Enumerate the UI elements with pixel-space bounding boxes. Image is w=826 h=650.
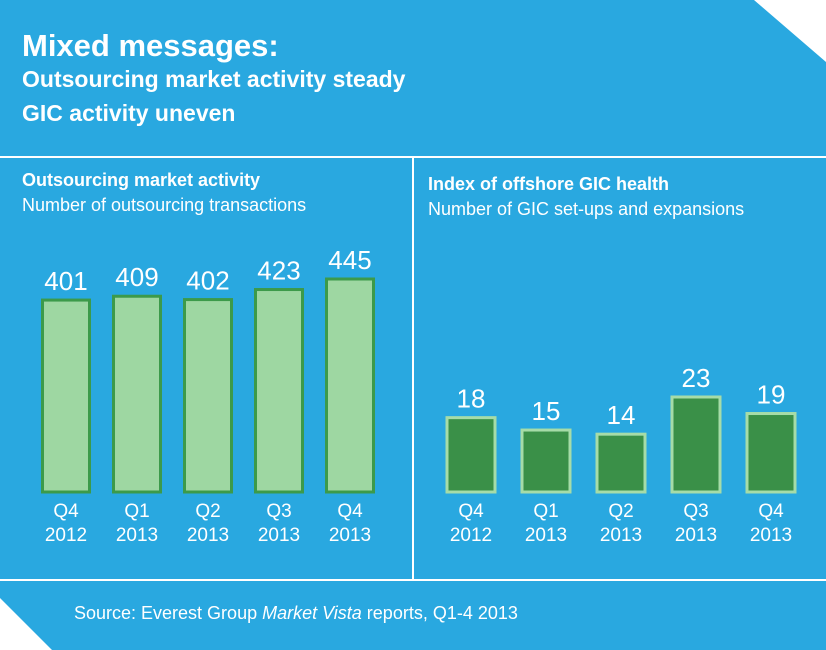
page-subtitle-line2: GIC activity uneven <box>22 100 236 126</box>
data-label-0: 18 <box>457 384 486 414</box>
category-label-0-1: 2012 <box>45 525 87 546</box>
category-label-3-1: 2013 <box>675 525 717 546</box>
bar-2 <box>595 432 647 494</box>
bar-4 <box>325 277 375 494</box>
right-chart-subtitle: Number of GIC set-ups and expansions <box>428 199 745 219</box>
category-label-3-1: 2013 <box>258 525 300 546</box>
bar-1 <box>112 294 162 494</box>
category-label-0-1: 2012 <box>450 525 492 546</box>
category-label-2-1: 2013 <box>600 525 642 546</box>
bar-1 <box>520 428 572 494</box>
bar-3 <box>254 288 304 494</box>
source-suffix: reports, Q1-4 2013 <box>361 603 518 623</box>
category-label-2-1: 2013 <box>187 525 229 546</box>
left-chart-subtitle: Number of outsourcing transactions <box>22 195 307 215</box>
category-label-3-0: Q3 <box>683 501 708 522</box>
left-chart-title: Outsourcing market activity <box>22 170 261 190</box>
category-label-4-0: Q4 <box>758 501 784 522</box>
bar-0 <box>41 298 91 494</box>
right-bar-chart: 18 Q4 2012 15 Q1 2013 14 Q2 2013 23 Q3 2013 19 Q4 2013 <box>445 363 797 546</box>
data-label-2: 402 <box>186 266 229 296</box>
bar-3 <box>670 395 722 494</box>
data-label-4: 19 <box>757 380 786 410</box>
category-label-4-0: Q4 <box>337 501 363 522</box>
bar-4 <box>745 412 797 494</box>
page-subtitle-line1: Outsourcing market activity steady <box>22 66 406 92</box>
data-label-4: 445 <box>328 245 371 275</box>
right-chart-title: Index of offshore GIC health <box>428 174 670 194</box>
source-italic: Market Vista <box>262 603 362 623</box>
data-label-3: 423 <box>257 256 300 286</box>
category-label-3-0: Q3 <box>266 501 291 522</box>
source-note: Source: Everest Group Market Vista repor… <box>74 603 518 624</box>
category-label-2-0: Q2 <box>608 501 633 522</box>
data-label-3: 23 <box>682 363 711 393</box>
category-label-2-0: Q2 <box>195 501 220 522</box>
category-label-0-0: Q4 <box>53 501 79 522</box>
data-label-0: 401 <box>44 266 87 296</box>
bar-0 <box>445 416 497 494</box>
category-label-1-0: Q1 <box>533 501 558 522</box>
category-label-1-1: 2013 <box>116 525 158 546</box>
category-label-1-1: 2013 <box>525 525 567 546</box>
category-label-4-1: 2013 <box>750 525 792 546</box>
source-prefix: Source: Everest Group <box>74 603 263 623</box>
left-bar-chart: 401 Q4 2012 409 Q1 2013 402 Q2 2013 423 Q3 2013 445 Q… <box>41 245 375 546</box>
category-label-4-1: 2013 <box>329 525 371 546</box>
category-label-1-0: Q1 <box>124 501 149 522</box>
page-title: Mixed messages: <box>22 28 279 63</box>
data-label-1: 409 <box>115 262 158 292</box>
data-label-2: 14 <box>607 400 636 430</box>
bar-2 <box>183 298 233 494</box>
data-label-1: 15 <box>532 396 561 426</box>
category-label-0-0: Q4 <box>458 501 484 522</box>
